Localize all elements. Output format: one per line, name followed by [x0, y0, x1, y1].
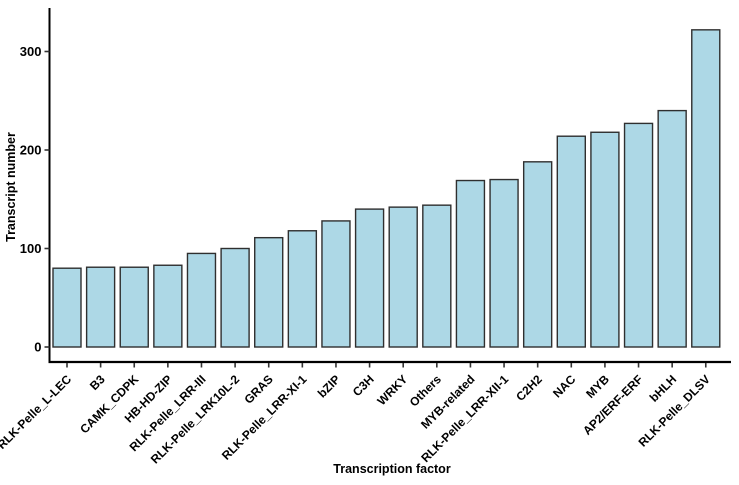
bar — [153, 264, 183, 348]
bar — [287, 230, 318, 348]
bar — [556, 135, 586, 348]
x-tick-label: WRKY — [374, 372, 410, 408]
bar — [422, 204, 452, 348]
bar — [354, 208, 385, 348]
x-axis-title: Transcription factor — [333, 462, 451, 476]
x-tick-label: B3 — [87, 372, 108, 393]
x-tick-label: bZIP — [315, 372, 343, 400]
bar — [691, 29, 721, 348]
x-tick-label: C3H — [350, 372, 377, 399]
bar — [186, 252, 217, 348]
bar — [657, 109, 687, 348]
bar — [455, 179, 486, 348]
y-tick-label: 300 — [20, 44, 42, 59]
x-tick-label: RLK-Pelle_L-LEC — [0, 372, 74, 452]
bar — [590, 131, 620, 348]
bar — [254, 236, 284, 348]
y-tick-label: 100 — [20, 241, 42, 256]
bars-group — [52, 29, 721, 348]
bar — [489, 178, 519, 348]
x-tick-label: NAC — [550, 372, 579, 401]
x-axis — [48, 360, 731, 368]
x-tick-label: MYB — [583, 372, 612, 401]
y-tick-label: 0 — [34, 340, 41, 355]
bar — [85, 266, 116, 348]
y-tick-label: 200 — [20, 143, 42, 158]
x-tick-label: C2H2 — [513, 372, 545, 404]
bar — [321, 220, 351, 348]
bar — [388, 206, 418, 348]
bar — [119, 266, 149, 348]
bar — [220, 247, 250, 348]
y-axis: 0 100 200 300 — [20, 8, 51, 363]
bar — [623, 122, 654, 348]
bar — [522, 161, 553, 348]
y-axis-title: Transcript number — [4, 132, 18, 242]
bar — [52, 267, 82, 348]
x-tick-labels: RLK-Pelle_L-LEC B3CAMK_CDPKHB-HD-ZIPRLK-P… — [0, 372, 713, 467]
x-tick-label: AP2/ERF-ERF — [580, 372, 646, 438]
